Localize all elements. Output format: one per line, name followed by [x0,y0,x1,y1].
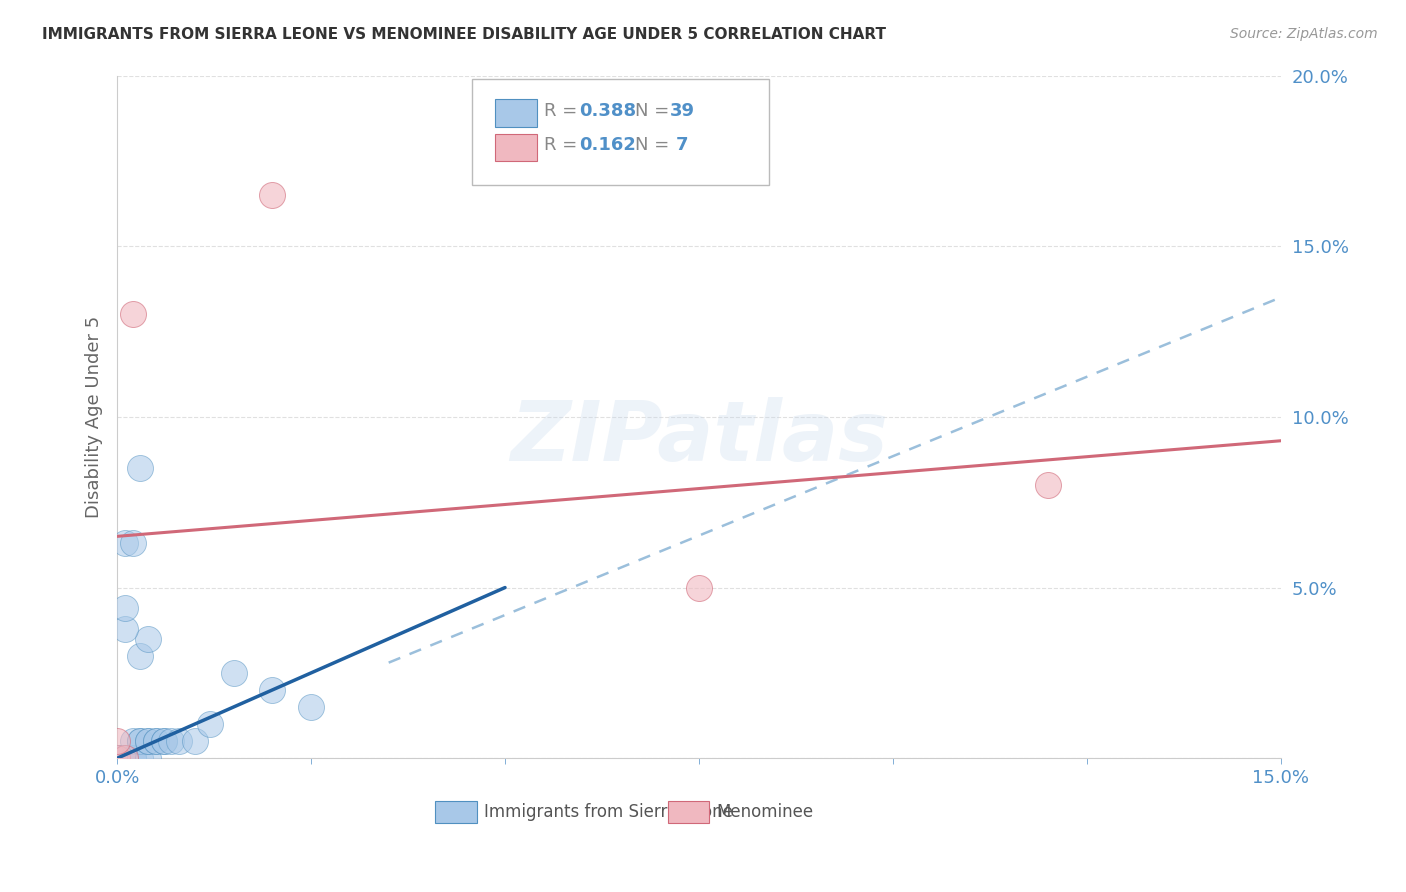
Text: N =: N = [636,136,675,154]
Point [1036,478,1059,492]
FancyBboxPatch shape [495,134,537,161]
Point [114,622,136,636]
Point [184,734,207,748]
Point [262,188,284,202]
Text: ZIPatlas: ZIPatlas [510,397,887,478]
Point [200,717,222,731]
Text: 0.388: 0.388 [579,102,637,120]
Point [145,734,167,748]
Text: R =: R = [544,136,583,154]
Point [105,751,128,765]
Point [105,734,128,748]
Point [136,632,159,646]
FancyBboxPatch shape [472,78,769,185]
Point [129,461,152,475]
Point [129,751,152,765]
Point [121,751,143,765]
Point [105,751,128,765]
Point [105,751,128,765]
Point [105,751,128,765]
Point [129,734,152,748]
Point [136,734,159,748]
Point [114,751,136,765]
Point [121,308,143,322]
Point [105,751,128,765]
Point [688,581,710,595]
Point [114,751,136,765]
Point [160,734,183,748]
Text: N =: N = [636,102,675,120]
Point [114,751,136,765]
FancyBboxPatch shape [434,801,477,823]
Point [121,734,143,748]
FancyBboxPatch shape [668,801,710,823]
Y-axis label: Disability Age Under 5: Disability Age Under 5 [86,316,103,518]
Point [129,648,152,663]
Text: 7: 7 [676,136,688,154]
Point [262,682,284,697]
Text: IMMIGRANTS FROM SIERRA LEONE VS MENOMINEE DISABILITY AGE UNDER 5 CORRELATION CHA: IMMIGRANTS FROM SIERRA LEONE VS MENOMINE… [42,27,886,42]
Point [145,734,167,748]
Text: 0.162: 0.162 [579,136,636,154]
Point [121,751,143,765]
Text: 39: 39 [669,102,695,120]
Point [136,751,159,765]
Point [299,700,322,714]
Point [167,734,190,748]
Point [114,751,136,765]
Point [105,751,128,765]
Point [105,751,128,765]
Point [222,665,245,680]
FancyBboxPatch shape [495,99,537,127]
Point [114,601,136,615]
Point [114,536,136,550]
Point [152,734,174,748]
Point [136,734,159,748]
Text: Source: ZipAtlas.com: Source: ZipAtlas.com [1230,27,1378,41]
Text: Menominee: Menominee [717,803,814,822]
Point [114,751,136,765]
Point [105,751,128,765]
Text: R =: R = [544,102,583,120]
Point [105,751,128,765]
Point [129,734,152,748]
Point [152,734,174,748]
Text: Immigrants from Sierra Leone: Immigrants from Sierra Leone [484,803,733,822]
Point [121,536,143,550]
